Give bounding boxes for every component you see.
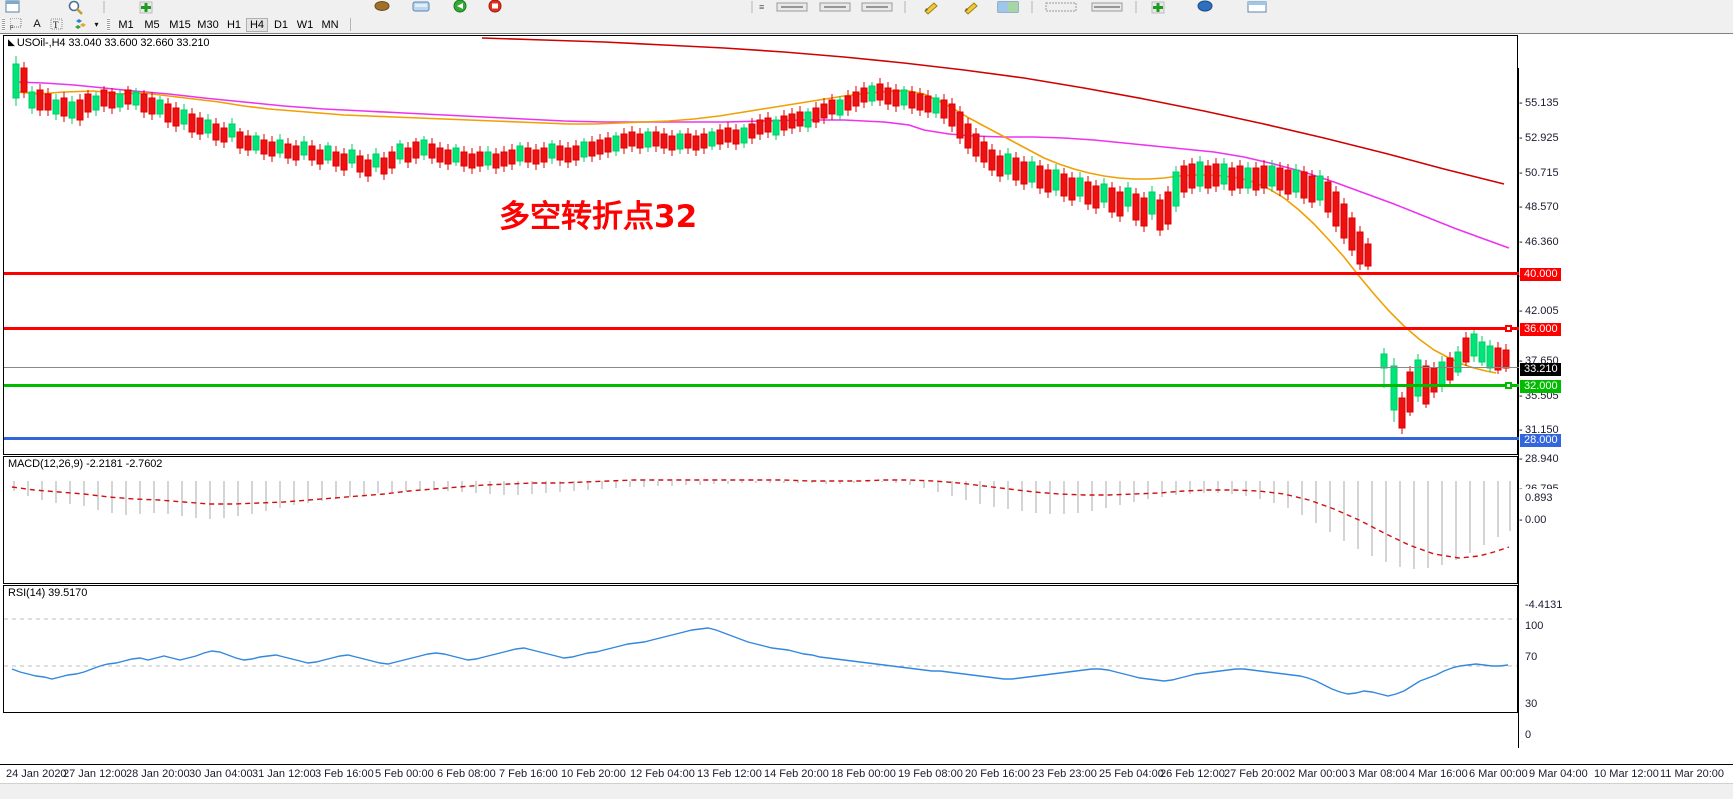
time-label-5: 3 Feb 16:00: [315, 768, 374, 780]
svg-text:F: F: [10, 26, 14, 31]
chart-annotation-text[interactable]: 多空转折点32: [499, 199, 698, 235]
macd-scale[interactable]: 0.893 -0.00 -4.4131: [1518, 489, 1730, 618]
time-label-2: 28 Jan 20:00: [126, 768, 190, 780]
rsi-tick-1: 70: [1525, 651, 1538, 663]
timeframe-h4[interactable]: H4: [246, 18, 268, 32]
svg-text:≡: ≡: [759, 2, 764, 12]
level-line-28[interactable]: [4, 437, 1519, 440]
time-label-21: 3 Mar 08:00: [1349, 768, 1408, 780]
time-label-3: 30 Jan 04:00: [189, 768, 253, 780]
time-label-10: 12 Feb 04:00: [630, 768, 695, 780]
level-line-36[interactable]: [4, 325, 1519, 332]
price-tick-10: -28.940: [1519, 453, 1559, 465]
time-label-23: 6 Mar 00:00: [1469, 768, 1528, 780]
price-badge-32[interactable]: 32.000: [1520, 380, 1561, 393]
time-label-24: 9 Mar 04:00: [1529, 768, 1588, 780]
price-tick-1: -52.925: [1519, 132, 1559, 144]
price-tick-0: -55.135: [1519, 97, 1559, 109]
symbol-info-text: USOil-,H4 33.040 33.600 32.660 33.210: [16, 37, 210, 49]
toolbar-grip-drawing[interactable]: [2, 18, 5, 31]
time-label-22: 4 Mar 16:00: [1409, 768, 1468, 780]
timeframe-m30[interactable]: M30: [197, 19, 219, 31]
time-label-15: 20 Feb 16:00: [965, 768, 1030, 780]
symbol-info-label: ◣ USOil-,H4 33.040 33.600 32.660 33.210: [8, 37, 210, 49]
svg-text:T: T: [53, 20, 59, 30]
rsi-tick-3: 0: [1525, 729, 1532, 741]
rsi-tick-2: 30: [1525, 698, 1538, 710]
label-tool-icon[interactable]: T: [50, 18, 64, 31]
toolbar-top-row[interactable]: ≡: [0, 0, 1733, 16]
price-badge-40[interactable]: 40.000: [1520, 268, 1561, 281]
price-badge-current[interactable]: 33.210: [1520, 363, 1561, 376]
price-plot: [12, 37, 1510, 434]
toolbar-top-icons: ≡: [0, 0, 1733, 16]
time-label-11: 13 Feb 12:00: [697, 768, 762, 780]
price-badge-28[interactable]: 28.000: [1520, 434, 1561, 447]
price-badge-36[interactable]: 36.000: [1520, 323, 1561, 336]
rsi-pane[interactable]: RSI(14) 39.5170: [3, 585, 1518, 713]
toolbar-divider: [350, 18, 351, 31]
time-label-13: 18 Feb 00:00: [831, 768, 896, 780]
macd-tick-2: -4.4131: [1525, 599, 1563, 611]
macd-label: MACD(12,26,9) -2.2181 -2.7602: [8, 458, 163, 470]
toolbar-grip-periods[interactable]: [107, 18, 110, 31]
timeframe-m15[interactable]: M15: [169, 19, 191, 31]
timeframe-mn[interactable]: MN: [321, 19, 339, 31]
price-tick-6: -42.005: [1519, 305, 1559, 317]
time-label-4: 31 Jan 12:00: [252, 768, 316, 780]
price-scale[interactable]: -55.135 -52.925 -50.715 -48.570 -46.360 …: [1518, 68, 1730, 495]
level-line-32[interactable]: [4, 382, 1519, 389]
time-label-17: 25 Feb 04:00: [1099, 768, 1164, 780]
time-label-9: 10 Feb 20:00: [561, 768, 626, 780]
level-handle-36[interactable]: [1505, 325, 1512, 332]
rsi-plot: [4, 618, 1517, 697]
macd-pane[interactable]: MACD(12,26,9) -2.2181 -2.7602: [3, 456, 1518, 584]
time-label-25: 10 Mar 12:00: [1594, 768, 1659, 780]
time-label-1: 27 Jan 12:00: [63, 768, 127, 780]
level-handle-32[interactable]: [1505, 382, 1512, 389]
status-bar: [0, 783, 1733, 799]
time-label-7: 6 Feb 08:00: [437, 768, 496, 780]
timeframe-m1[interactable]: M1: [118, 19, 134, 31]
time-label-18: 26 Feb 12:00: [1160, 768, 1225, 780]
rsi-label: RSI(14) 39.5170: [8, 587, 88, 599]
objects-tool-icon[interactable]: [73, 18, 89, 31]
timeframe-m5[interactable]: M5: [144, 19, 160, 31]
chart-area[interactable]: ◣ USOil-,H4 33.040 33.600 32.660 33.210: [0, 33, 1733, 764]
text-tool-icon[interactable]: A: [33, 18, 41, 30]
macd-tick-0: 0.893: [1525, 492, 1553, 504]
time-label-8: 7 Feb 16:00: [499, 768, 558, 780]
price-tick-3: -48.570: [1519, 201, 1559, 213]
time-label-0: 24 Jan 2020: [6, 768, 67, 780]
time-label-6: 5 Feb 00:00: [375, 768, 434, 780]
toolbar-main-row[interactable]: F A T ▾ M1 M5 M15 M30 H1 H4 D1 W1 MN: [0, 16, 1733, 34]
current-price-line: [4, 367, 1519, 368]
time-label-16: 23 Feb 23:00: [1032, 768, 1097, 780]
price-tick-8: -35.505: [1519, 390, 1559, 402]
price-pane[interactable]: ◣ USOil-,H4 33.040 33.600 32.660 33.210: [3, 35, 1519, 455]
time-axis[interactable]: 24 Jan 2020 27 Jan 12:00 28 Jan 20:00 30…: [0, 764, 1733, 783]
time-label-19: 27 Feb 20:00: [1224, 768, 1289, 780]
price-tick-9: -31.150: [1519, 424, 1559, 436]
level-line-40[interactable]: [4, 272, 1519, 275]
timeframe-w1[interactable]: W1: [296, 19, 314, 31]
time-label-14: 19 Feb 08:00: [898, 768, 963, 780]
time-label-26: 11 Mar 20:00: [1660, 768, 1725, 780]
crosshair-tool-icon[interactable]: F: [10, 18, 24, 31]
price-tick-2: -50.715: [1519, 167, 1559, 179]
rsi-tick-0: 100: [1525, 620, 1544, 632]
symbol-dropdown-icon[interactable]: ◣: [8, 37, 15, 47]
timeframe-h1[interactable]: H1: [226, 19, 242, 31]
macd-plot: [11, 479, 1511, 569]
rsi-scale[interactable]: 100 70 30 0: [1518, 618, 1730, 748]
time-label-12: 14 Feb 20:00: [764, 768, 829, 780]
objects-dropdown-icon[interactable]: ▾: [94, 20, 99, 29]
timeframe-d1[interactable]: D1: [273, 19, 289, 31]
time-label-20: 2 Mar 00:00: [1289, 768, 1348, 780]
price-tick-4: -46.360: [1519, 236, 1559, 248]
macd-tick-1: -0.00: [1519, 514, 1547, 526]
